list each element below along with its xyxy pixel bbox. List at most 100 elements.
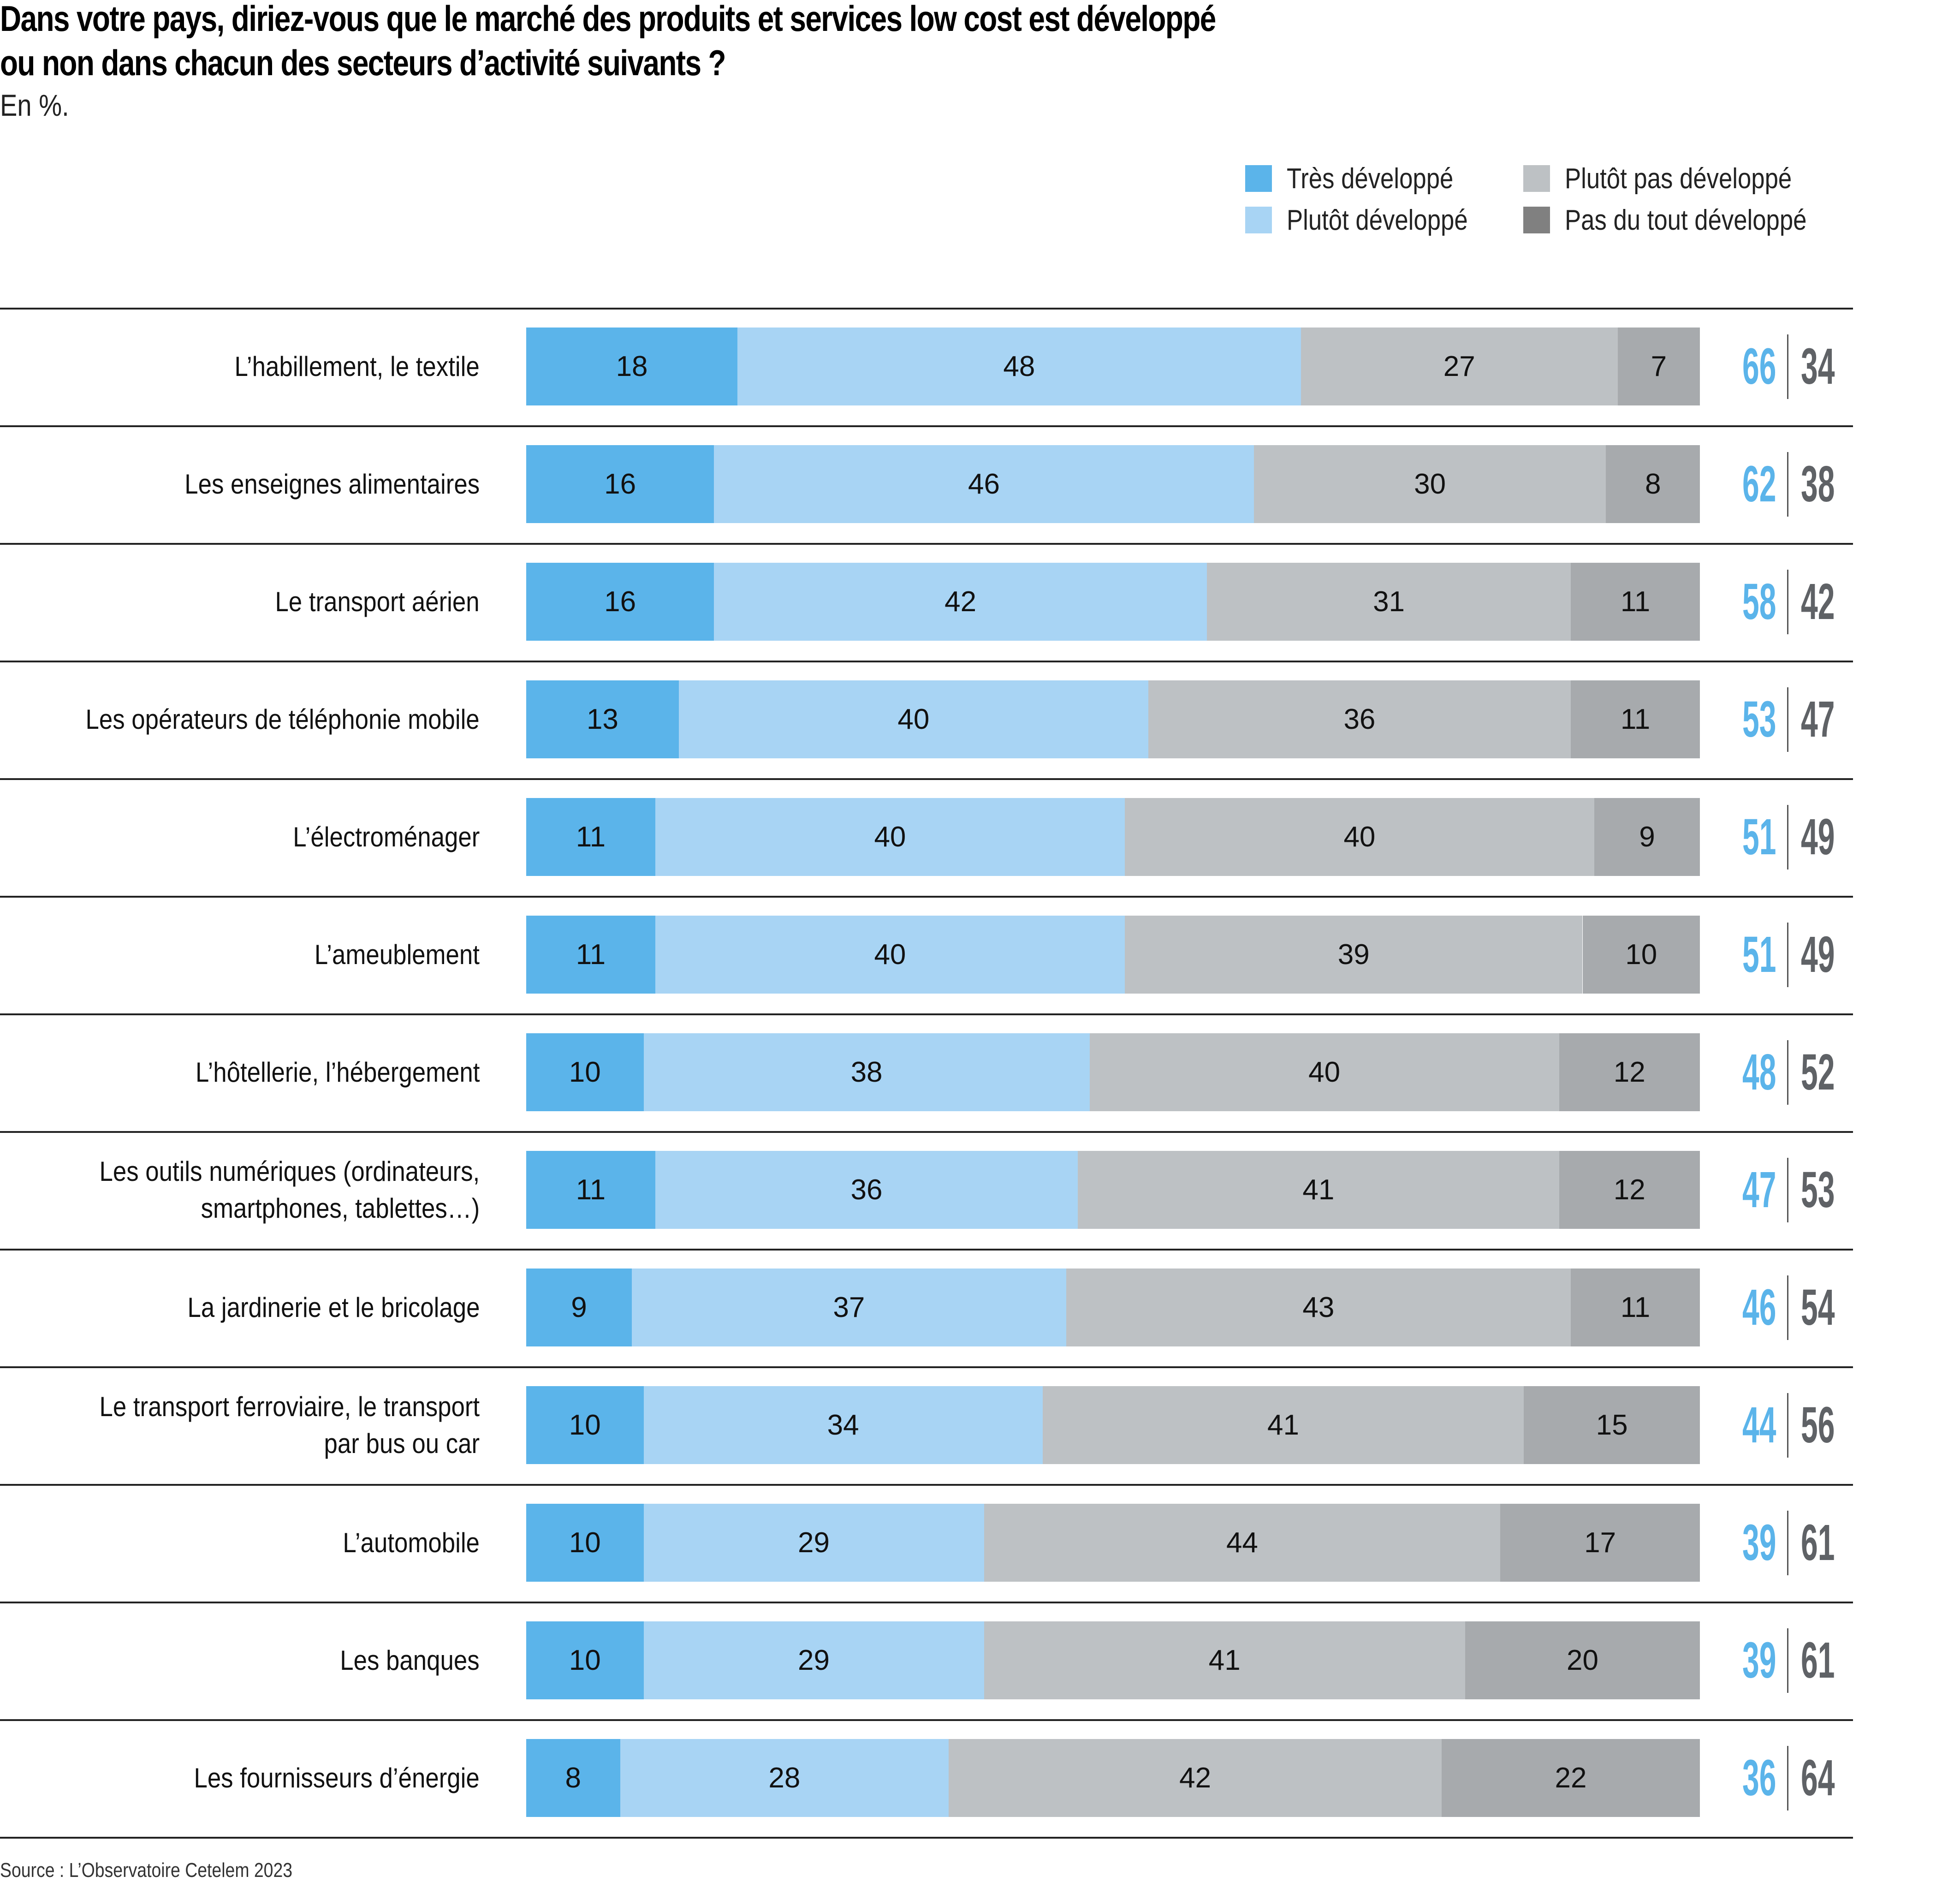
data-label: 41 [1267,1409,1299,1441]
total-not-developed: 52 [1801,1043,1835,1101]
bar-segment-plutot-pas-developpe: 41 [1042,1386,1524,1464]
data-label: 28 [768,1762,801,1794]
legend-swatch [1523,165,1550,192]
bar-segment-pas-du-tout-developpe: 7 [1617,328,1700,405]
data-label: 18 [616,351,648,382]
data-label: 16 [604,468,636,500]
bar-segment-plutot-developpe: 38 [643,1033,1090,1111]
bar-segment-tres-developpe: 11 [526,916,655,994]
bar-segment-plutot-developpe: 36 [655,1151,1078,1229]
bar-segment-tres-developpe: 18 [526,328,738,405]
data-label: 11 [576,821,606,853]
data-label: 44 [1226,1527,1258,1559]
bar-segment-plutot-pas-developpe: 42 [949,1739,1442,1817]
bar-segment-tres-developpe: 10 [526,1504,644,1582]
data-label: 38 [850,1056,883,1088]
bar-segment-plutot-developpe: 29 [643,1504,984,1582]
category-label-les-banques: Les banques [340,1642,480,1679]
data-label: 8 [1645,468,1661,500]
row-divider [0,1602,1853,1603]
legend-swatch [1523,207,1550,233]
data-label: 11 [1620,703,1651,735]
category-label-line: L’automobile [343,1527,480,1558]
category-label-le-transport-ferroviaire-le-transport-par-bus-ou-car: Le transport ferroviaire, le transport pa… [99,1388,480,1462]
bar-segment-pas-du-tout-developpe: 22 [1442,1739,1700,1817]
bar-segment-plutot-pas-developpe: 44 [984,1504,1501,1582]
row-divider [0,1837,1853,1839]
total-developed: 46 [1742,1279,1776,1336]
data-label: 10 [569,1056,601,1088]
data-label: 40 [874,821,906,853]
chart-subtitle: En %. [0,88,69,122]
chart-title-line-2: ou non dans chacun des secteurs d’activi… [0,42,726,83]
bar-segment-plutot-developpe: 42 [714,563,1207,641]
total-not-developed: 42 [1801,573,1835,630]
bar-segment-pas-du-tout-developpe: 11 [1571,680,1700,758]
bar-segment-plutot-pas-developpe: 36 [1148,680,1571,758]
row-divider [0,1131,1853,1133]
data-label: 40 [1343,821,1376,853]
data-label: 39 [1337,939,1370,971]
bar-segment-plutot-developpe: 37 [632,1269,1066,1346]
data-label: 42 [1179,1762,1212,1794]
data-label: 17 [1584,1527,1616,1559]
total-not-developed: 53 [1801,1161,1835,1218]
bar-segment-plutot-pas-developpe: 40 [1089,1033,1559,1111]
bar-segment-pas-du-tout-developpe: 11 [1571,1269,1700,1346]
data-label: 10 [569,1527,601,1559]
total-developed: 44 [1742,1396,1776,1453]
total-developed: 53 [1742,691,1776,748]
data-label: 10 [569,1644,601,1676]
bar-segment-plutot-pas-developpe: 39 [1124,916,1583,994]
bar-segment-plutot-pas-developpe: 40 [1124,798,1594,876]
category-label-line: Les outils numériques (ordinateurs, [99,1155,480,1187]
data-label: 11 [576,939,606,971]
total-not-developed: 64 [1801,1749,1835,1806]
category-label-line: Les enseignes alimentaires [184,468,480,500]
category-label-line: Le transport aérien [275,586,480,617]
total-developed: 51 [1742,926,1776,983]
totals-divider [1787,569,1788,634]
row-divider [0,1719,1853,1721]
bar-segment-pas-du-tout-developpe: 20 [1465,1621,1700,1699]
category-label-line: L’hôtellerie, l’hébergement [195,1056,480,1088]
total-not-developed: 49 [1801,926,1835,983]
bar-segment-plutot-pas-developpe: 41 [1078,1151,1559,1229]
row-divider [0,661,1853,662]
legend-swatch [1245,165,1272,192]
totals-divider [1787,1040,1788,1105]
bar-segment-pas-du-tout-developpe: 12 [1559,1151,1700,1229]
total-not-developed: 56 [1801,1396,1835,1453]
total-developed: 58 [1742,573,1776,630]
bar-segment-plutot-developpe: 40 [655,798,1125,876]
chart-title: Dans votre pays, diriez-vous que le marc… [0,0,1216,85]
total-not-developed: 49 [1801,808,1835,865]
totals-divider [1787,1745,1788,1811]
data-label: 40 [874,939,906,971]
data-label: 12 [1613,1174,1645,1206]
category-label-l-automobile: L’automobile [343,1525,480,1561]
row-divider [0,1013,1853,1015]
category-label-line: L’habillement, le textile [234,351,480,382]
totals-divider [1787,452,1788,517]
category-label-line: Les opérateurs de téléphonie mobile [85,703,480,735]
bar-segment-tres-developpe: 11 [526,1151,655,1229]
bar-segment-plutot-developpe: 40 [655,916,1125,994]
category-label-line: par bus ou car [324,1428,480,1459]
total-not-developed: 34 [1801,338,1835,395]
category-label-les-outils-numeriques-ordinateurs-smartphones-tablettes: Les outils numériques (ordinateurs, smart… [99,1153,480,1227]
row-divider [0,1484,1853,1486]
bar-segment-tres-developpe: 16 [526,563,714,641]
totals-divider [1787,334,1788,399]
data-label: 11 [576,1174,606,1206]
totals-divider [1787,687,1788,752]
total-developed: 66 [1742,338,1776,395]
category-label-line: Les banques [340,1644,480,1676]
bar-segment-plutot-developpe: 48 [737,328,1301,405]
total-developed: 62 [1742,455,1776,512]
data-label: 29 [798,1644,830,1676]
total-developed: 51 [1742,808,1776,865]
totals-divider [1787,1628,1788,1693]
bar-segment-plutot-pas-developpe: 41 [984,1621,1465,1699]
total-not-developed: 61 [1801,1514,1835,1571]
